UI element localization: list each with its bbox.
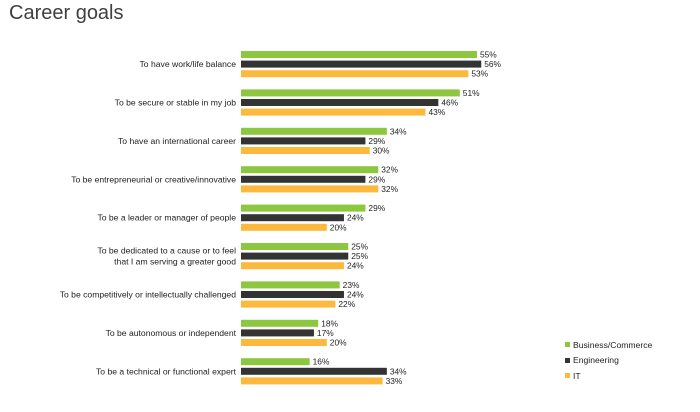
bar [241,281,340,289]
category-label: To be dedicated to a cause or to feel tha… [97,246,236,267]
data-label: 29% [368,136,385,146]
legend-swatch-it [565,373,570,379]
data-label: 43% [428,107,445,117]
bar [241,252,349,260]
category-label: To be autonomous or independent [106,328,237,338]
data-label: 25% [351,242,368,252]
category-label: To be secure or stable in my job [115,98,237,108]
category-label: To have work/life balance [140,59,237,69]
bar [241,204,366,212]
data-label: 20% [330,338,347,348]
bar [241,243,349,250]
bar [241,51,477,58]
legend-item-business: Business/Commerce [565,337,652,353]
data-label: 20% [330,222,347,232]
category-label: To be a leader or manager of people [97,213,236,223]
bar [241,175,366,183]
legend-swatch-business [565,342,570,348]
bar [241,223,327,231]
data-label: 51% [463,88,480,98]
bar [241,166,379,174]
data-label: 56% [484,59,501,69]
bar [241,358,310,366]
data-label: 34% [390,126,407,136]
bar [241,127,387,135]
category-label: To be competitively or intellectually ch… [60,290,236,300]
bar [241,89,460,97]
data-label: 29% [368,203,385,213]
data-label: 46% [441,98,458,108]
bar [241,367,387,375]
legend-label-engineering: Engineering [573,355,619,366]
category-label: To have an international career [118,136,236,146]
legend-label-it: IT [573,370,581,381]
category-label: To be a technical or functional expert [96,366,237,376]
data-label: 16% [313,357,330,367]
data-label: 30% [373,146,390,156]
data-label: 55% [480,50,497,60]
bar [241,108,426,116]
legend-item-it: IT [565,368,652,384]
legend-item-engineering: Engineering [565,353,652,369]
legend-swatch-engineering [565,357,570,363]
data-label: 23% [343,280,360,290]
bar [241,300,336,308]
bar [241,214,344,222]
data-label: 32% [381,165,398,175]
bar [241,60,482,68]
data-label: 32% [381,184,398,194]
data-label: 24% [347,261,364,271]
bar [241,70,469,78]
data-label: 34% [390,366,407,376]
bar [241,185,379,193]
category-label: To be entrepreneurial or creative/innova… [71,174,236,184]
bar [241,147,370,154]
bar [241,339,327,346]
bar [241,99,439,106]
chart-title: Career goals [9,2,124,24]
bar [241,262,344,270]
bar [241,377,383,385]
data-label: 22% [338,299,355,309]
data-label: 33% [386,376,403,386]
data-label: 29% [368,174,385,184]
data-label: 24% [347,290,364,300]
bar [241,137,366,145]
data-label: 24% [347,213,364,223]
bar [241,319,319,327]
data-label: 18% [321,318,338,328]
legend-label-business: Business/Commerce [573,339,653,350]
data-label: 17% [317,328,334,338]
data-label: 53% [471,69,488,79]
legend: Business/Commerce Engineering IT [565,337,652,384]
data-label: 25% [351,251,368,261]
bar [241,291,344,298]
bar [241,329,314,337]
